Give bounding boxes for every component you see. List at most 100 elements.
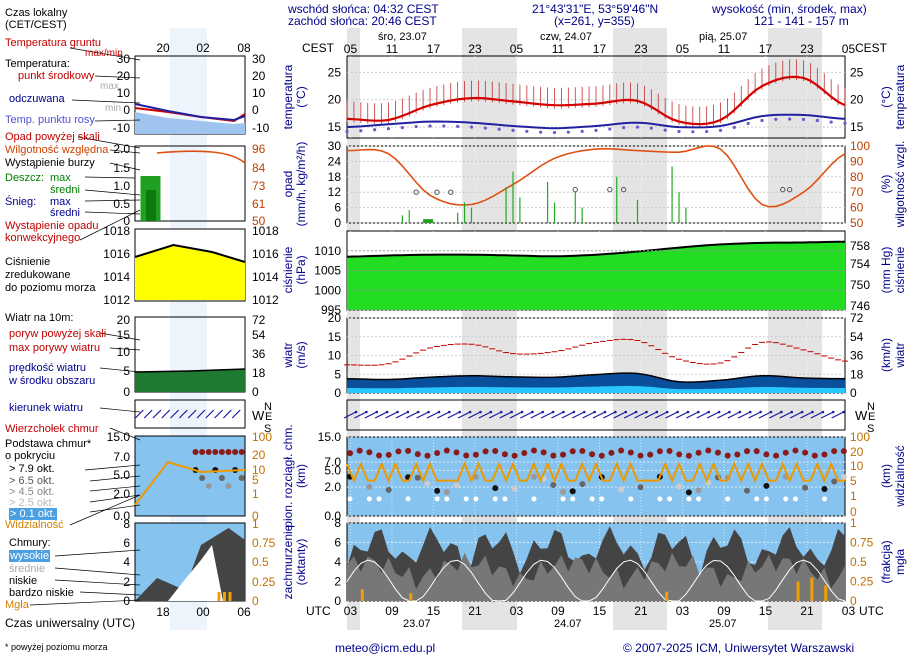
cloud-top-dot (453, 449, 460, 456)
cloud-axis-title-right: widzialność (893, 445, 907, 507)
utc-tick-label: 03 (842, 604, 856, 618)
wind-arrow-head (686, 410, 690, 414)
cloud-low-dot (696, 496, 702, 502)
legend-cover-ytick: 6 (123, 536, 130, 550)
storm-marker (607, 186, 613, 193)
legend-wind-at: Wiatr na 10m: (5, 312, 74, 324)
cloud-low-dot (531, 496, 537, 502)
precip-axis-unit-left: (mm/h, kg/m²/h) (294, 142, 308, 227)
cloud-top-dot (792, 447, 799, 454)
cest-tick-label: 05 (344, 42, 358, 56)
wind-arrow (499, 411, 512, 419)
pressure-ytick-right: 750 (850, 278, 870, 292)
cloud-top-dot (627, 449, 634, 456)
legend-precip-ytick: 1.5 (113, 161, 130, 175)
wind-arrow (405, 411, 419, 419)
footer-email[interactable]: meteo@icm.edu.pl (335, 641, 436, 655)
humidity-ytick: 80 (850, 170, 864, 184)
cest-label-right: CEST (855, 41, 888, 55)
legend-connector (84, 176, 136, 179)
legend-wind-ytick: 20 (117, 313, 131, 327)
legend-pressure-ytick: 1016 (103, 247, 130, 261)
legend-utc-tick: 18 (156, 605, 170, 619)
cloud-top-dot (434, 450, 441, 457)
utc-tick-label: 03 (344, 604, 358, 618)
legend-humidity: Wilgotność względna (5, 144, 109, 156)
legend-connector (89, 494, 141, 503)
legend-pressure-3: do poziomu morza (5, 282, 96, 294)
cloud-low-dot (405, 496, 411, 502)
legend-cloud-top-dot (232, 449, 239, 455)
wind-arrow-head (437, 410, 441, 414)
pressure-ytick-right: 746 (850, 299, 870, 313)
legend-snow-avg: średni (50, 207, 80, 219)
precip-ytick: 12 (328, 185, 342, 199)
legend-clouds: Chmury: (9, 537, 51, 549)
legend-cloud-ytick: 15.0 (107, 430, 131, 444)
legend-connector (54, 549, 141, 557)
wind-arrow-head (697, 410, 700, 414)
legend-rain: Deszcz: (5, 172, 45, 184)
temp-ytick: 15 (328, 120, 342, 134)
legend-connector (71, 99, 141, 104)
legend-fog-ytick: 0 (252, 594, 259, 608)
wind-arrow-head (551, 410, 555, 414)
cloud-base-dot (453, 482, 460, 489)
wind-arrow-head (365, 410, 368, 414)
wind-arrow (634, 411, 647, 419)
fog-bar (796, 581, 800, 601)
legend-perceived-line (134, 103, 246, 122)
cover-axis-unit-left: (oktanty) (294, 539, 308, 586)
legend-cloud-base-dot (238, 475, 245, 481)
wind-ytick: 15 (328, 330, 342, 344)
wind-arrow (810, 411, 824, 419)
wind-arrow-head (406, 410, 410, 414)
winddir-panel (346, 399, 846, 431)
legend-pressure-ytick-right: 1012 (252, 293, 279, 307)
temp-axis-title-right: temperatura (893, 64, 907, 129)
legend-cloud-top-dot (205, 449, 212, 455)
legend-connector (99, 332, 141, 341)
wind-arrow (343, 411, 357, 419)
legend-cloud-base: Podstawa chmur* (5, 438, 92, 450)
legend-vis-ytick: 5 (252, 473, 259, 487)
wind-arrow (488, 411, 502, 419)
dew-point-dot (511, 128, 515, 132)
legend-rain-avg-bar (146, 190, 156, 221)
storm-marker (620, 186, 627, 193)
legend-wind-arrow (222, 409, 232, 419)
storm-marker (780, 186, 786, 193)
wind-ytick-right: 0 (850, 386, 857, 400)
cloud-low-dot (366, 496, 372, 502)
cloud-top-dot (414, 451, 421, 458)
wind-arrow (395, 411, 409, 419)
dew-point-dot (414, 125, 418, 129)
cover-ytick: 8 (334, 516, 341, 530)
cloud-base-dot (763, 482, 770, 489)
wind-arrow-head (385, 410, 389, 414)
cloud-top-dot (744, 448, 751, 455)
dew-point-dot (691, 130, 695, 134)
wind-ytick-right: 36 (850, 349, 864, 363)
legend-plot-layer (29, 47, 246, 606)
wind-arrow (551, 411, 564, 419)
wind-arrow (561, 411, 575, 419)
humidity-ytick: 60 (850, 201, 864, 215)
legend-connector (109, 162, 141, 171)
wind-arrow (696, 411, 710, 419)
cloud-low-dot (570, 496, 576, 502)
wind-arrow-head (479, 410, 482, 414)
dew-point-dot (622, 126, 626, 130)
wind-arrow (613, 411, 627, 419)
pressure-axis-title-left: ciśnienie (281, 246, 295, 293)
wind-arrow (354, 411, 367, 419)
cloud-top-dot (366, 449, 373, 456)
legend-dew-area (135, 112, 245, 134)
wind-arrow-head (634, 410, 638, 414)
cloud-low-dot (792, 496, 798, 502)
cloud-low-dot (599, 496, 605, 502)
legend-snow-max: max (50, 196, 71, 208)
wind-axis-unit-right: (km/h) (879, 338, 893, 372)
cest-tick-label: 05 (842, 42, 856, 56)
